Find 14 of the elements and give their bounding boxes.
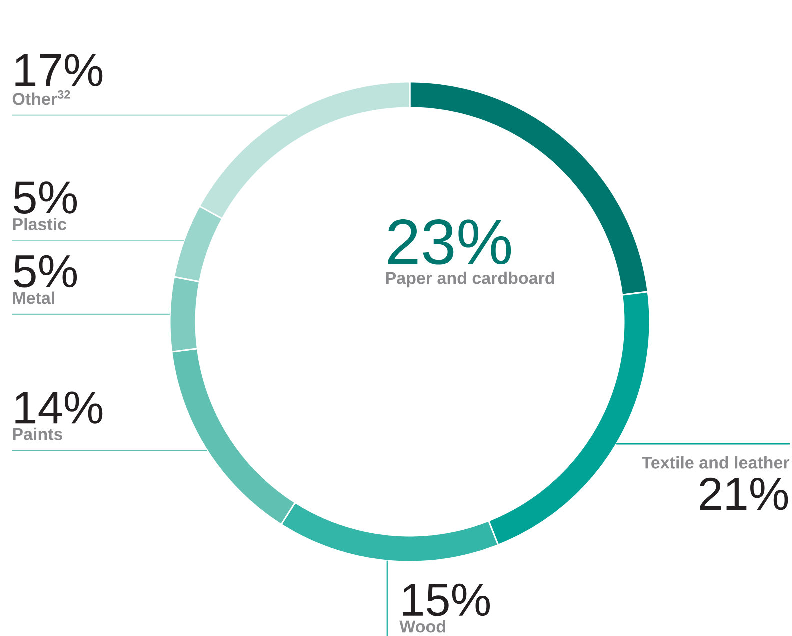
- slice-label: Metal: [13, 292, 54, 304]
- data-label: 21%: [700, 478, 788, 510]
- data-label: 15%: [403, 584, 490, 616]
- data-label: 5%: [14, 182, 78, 214]
- data-label: 14%: [16, 392, 103, 424]
- slice-label: Textile and leather: [642, 456, 790, 469]
- slice-label: Paper and cardboard: [386, 272, 554, 288]
- slice-label: Other$^{32}$: [12, 90, 70, 106]
- slice-label: Paints: [13, 428, 63, 440]
- slice-label: Wood: [400, 620, 446, 633]
- slice-label: Plastic: [13, 218, 67, 230]
- data-label: 17%: [16, 54, 103, 86]
- data-label: 5%: [14, 255, 78, 288]
- data-label: 23%: [388, 219, 512, 265]
